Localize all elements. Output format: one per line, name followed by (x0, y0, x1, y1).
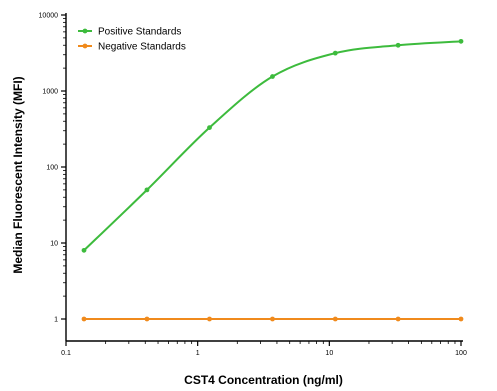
legend-label: Positive Standards (98, 27, 181, 38)
data-point (270, 316, 275, 322)
y-tick-label: 100 (46, 165, 58, 172)
legend-swatch-marker (82, 43, 88, 49)
series-line (83, 40, 462, 252)
x-tick-label: 0.1 (61, 350, 71, 357)
data-point (81, 247, 87, 253)
data-point (207, 316, 212, 322)
axes (65, 13, 463, 342)
data-point (395, 316, 401, 322)
series-layer (81, 38, 464, 322)
legend: Positive Standards Negative Standards (78, 27, 186, 53)
data-point (81, 316, 87, 322)
legend-swatch-marker (82, 28, 88, 34)
y-axis-title: Median Fluorescent Intensity (MFI) (11, 76, 25, 273)
x-tick-label: 100 (455, 350, 467, 357)
legend-label: Negative Standards (98, 42, 186, 53)
data-point (332, 50, 338, 56)
data-point (458, 316, 464, 322)
series-0 (81, 38, 464, 253)
x-tick-label: 10 (325, 350, 333, 357)
y-tick-label: 1000 (42, 89, 58, 96)
x-tick-label: 1 (196, 350, 200, 357)
y-ticks: 1 10 100 1000 10000 (39, 13, 66, 324)
data-point (395, 42, 401, 48)
x-axis-title: CST4 Concentration (ng/ml) (184, 373, 343, 387)
x-ticks: 0.1 1 10 100 (61, 341, 467, 357)
y-tick-label: 10 (50, 241, 58, 248)
y-tick-label: 1 (54, 317, 58, 324)
data-point (144, 316, 150, 322)
series-1 (81, 316, 464, 322)
data-point (144, 187, 150, 193)
data-point (270, 74, 275, 79)
data-point (332, 316, 338, 322)
y-tick-label: 10000 (39, 13, 59, 20)
data-point (458, 38, 464, 44)
data-point (207, 125, 212, 130)
